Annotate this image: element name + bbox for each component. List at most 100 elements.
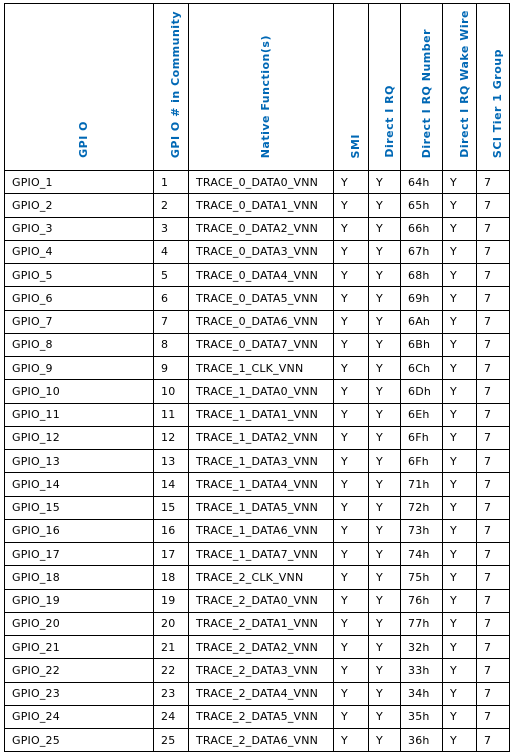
- cell-sci-tier1-group: 7: [476, 402, 510, 427]
- cell-direct-irq-wake-wire: Y: [442, 448, 477, 474]
- table-row: GPIO_24 24 TRACE_2_DATA5_VNN Y Y 35h Y 7: [4, 704, 510, 730]
- cell-sci-tier1-group: 7: [476, 495, 510, 520]
- cell-direct-irq: Y: [368, 169, 401, 195]
- cell-gpio: GPIO_11: [4, 402, 154, 427]
- cell-direct-irq: Y: [368, 332, 401, 358]
- cell-direct-irq-wake-wire: Y: [442, 704, 477, 730]
- cell-smi: Y: [333, 355, 369, 381]
- table-row: GPIO_7 7 TRACE_0_DATA6_VNN Y Y 6Ah Y 7: [4, 309, 510, 334]
- cell-smi: Y: [333, 286, 369, 311]
- cell-native-function: TRACE_2_DATA0_VNN: [188, 588, 334, 613]
- table-row: GPIO_17 17 TRACE_1_DATA7_VNN Y Y 74h Y 7: [4, 541, 510, 567]
- cell-sci-tier1-group: 7: [476, 216, 510, 241]
- cell-direct-irq: Y: [368, 355, 401, 381]
- cell-direct-irq: Y: [368, 425, 401, 451]
- cell-direct-irq: Y: [368, 262, 401, 288]
- cell-gpio: GPIO_25: [4, 727, 154, 752]
- cell-smi: Y: [333, 332, 369, 358]
- cell-gpio: GPIO_20: [4, 611, 154, 637]
- cell-sci-tier1-group: 7: [476, 286, 510, 311]
- cell-gpio-number: 25: [153, 727, 189, 752]
- cell-smi: Y: [333, 611, 369, 637]
- cell-native-function: TRACE_1_CLK_VNN: [188, 355, 334, 381]
- cell-gpio-number: 5: [153, 262, 189, 288]
- cell-direct-irq-wake-wire: Y: [442, 239, 477, 265]
- cell-smi: Y: [333, 402, 369, 427]
- cell-sci-tier1-group: 7: [476, 379, 510, 404]
- cell-direct-irq-wake-wire: Y: [442, 355, 477, 381]
- cell-direct-irq-wake-wire: Y: [442, 309, 477, 334]
- table-row: GPIO_21 21 TRACE_2_DATA2_VNN Y Y 32h Y 7: [4, 634, 510, 660]
- cell-direct-irq-wake-wire: Y: [442, 193, 477, 218]
- cell-direct-irq: Y: [368, 634, 401, 660]
- cell-gpio: GPIO_23: [4, 681, 154, 706]
- cell-direct-irq-number: 32h: [400, 634, 443, 660]
- cell-direct-irq: Y: [368, 495, 401, 520]
- cell-native-function: TRACE_0_DATA5_VNN: [188, 286, 334, 311]
- cell-smi: Y: [333, 262, 369, 288]
- cell-smi: Y: [333, 658, 369, 683]
- cell-native-function: TRACE_0_DATA1_VNN: [188, 193, 334, 218]
- cell-native-function: TRACE_1_DATA0_VNN: [188, 379, 334, 404]
- cell-direct-irq-number: 6Ah: [400, 309, 443, 334]
- cell-smi: Y: [333, 565, 369, 590]
- cell-sci-tier1-group: 7: [476, 704, 510, 730]
- cell-native-function: TRACE_1_DATA1_VNN: [188, 402, 334, 427]
- cell-smi: Y: [333, 541, 369, 567]
- table-row: GPIO_23 23 TRACE_2_DATA4_VNN Y Y 34h Y 7: [4, 681, 510, 706]
- cell-direct-irq-number: 69h: [400, 286, 443, 311]
- cell-gpio-number: 6: [153, 286, 189, 311]
- table-row: GPIO_16 16 TRACE_1_DATA6_VNN Y Y 73h Y 7: [4, 518, 510, 544]
- cell-sci-tier1-group: 7: [476, 634, 510, 660]
- header-native-function-label: Native Function(s): [259, 34, 272, 158]
- cell-gpio: GPIO_18: [4, 565, 154, 590]
- cell-native-function: TRACE_2_DATA2_VNN: [188, 634, 334, 660]
- cell-sci-tier1-group: 7: [476, 611, 510, 637]
- cell-direct-irq-wake-wire: Y: [442, 425, 477, 451]
- cell-sci-tier1-group: 7: [476, 425, 510, 451]
- gpio-table: GPI O GPI O # in Community Native Functi…: [4, 3, 510, 752]
- cell-direct-irq: Y: [368, 379, 401, 404]
- cell-direct-irq-number: 77h: [400, 611, 443, 637]
- cell-direct-irq-wake-wire: Y: [442, 332, 477, 358]
- header-sci-tier1-group: SCI Tier 1 Group: [476, 3, 510, 171]
- cell-direct-irq-wake-wire: Y: [442, 588, 477, 613]
- table-row: GPIO_6 6 TRACE_0_DATA5_VNN Y Y 69h Y 7: [4, 286, 510, 311]
- cell-direct-irq-wake-wire: Y: [442, 565, 477, 590]
- cell-direct-irq: Y: [368, 402, 401, 427]
- cell-direct-irq-wake-wire: Y: [442, 541, 477, 567]
- cell-direct-irq: Y: [368, 286, 401, 311]
- cell-sci-tier1-group: 7: [476, 355, 510, 381]
- table-row: GPIO_19 19 TRACE_2_DATA0_VNN Y Y 76h Y 7: [4, 588, 510, 613]
- table-row: GPIO_22 22 TRACE_2_DATA3_VNN Y Y 33h Y 7: [4, 658, 510, 683]
- header-direct-irq-number-label: Direct I RQ Number: [419, 28, 433, 158]
- table-row: GPIO_1 1 TRACE_0_DATA0_VNN Y Y 64h Y 7: [4, 169, 510, 195]
- cell-direct-irq: Y: [368, 704, 401, 730]
- cell-direct-irq-wake-wire: Y: [442, 402, 477, 427]
- cell-sci-tier1-group: 7: [476, 541, 510, 567]
- cell-gpio-number: 20: [153, 611, 189, 637]
- table-row: GPIO_11 11 TRACE_1_DATA1_VNN Y Y 6Eh Y 7: [4, 402, 510, 427]
- cell-gpio-number: 11: [153, 402, 189, 427]
- cell-direct-irq: Y: [368, 216, 401, 241]
- cell-direct-irq-number: 73h: [400, 518, 443, 544]
- table-row: GPIO_4 4 TRACE_0_DATA3_VNN Y Y 67h Y 7: [4, 239, 510, 265]
- cell-direct-irq-number: 64h: [400, 169, 443, 195]
- cell-sci-tier1-group: 7: [476, 239, 510, 265]
- cell-sci-tier1-group: 7: [476, 309, 510, 334]
- cell-direct-irq: Y: [368, 565, 401, 590]
- cell-gpio: GPIO_15: [4, 495, 154, 520]
- cell-native-function: TRACE_1_DATA5_VNN: [188, 495, 334, 520]
- cell-direct-irq-number: 33h: [400, 658, 443, 683]
- table-row: GPIO_5 5 TRACE_0_DATA4_VNN Y Y 68h Y 7: [4, 262, 510, 288]
- cell-smi: Y: [333, 309, 369, 334]
- cell-gpio: GPIO_10: [4, 379, 154, 404]
- cell-gpio: GPIO_21: [4, 634, 154, 660]
- cell-direct-irq-wake-wire: Y: [442, 611, 477, 637]
- cell-gpio: GPIO_13: [4, 448, 154, 474]
- cell-smi: Y: [333, 239, 369, 265]
- cell-gpio-number: 7: [153, 309, 189, 334]
- header-gpio-number: GPI O # in Community: [153, 3, 189, 171]
- cell-sci-tier1-group: 7: [476, 727, 510, 752]
- header-direct-irq: Direct I RQ: [368, 3, 401, 171]
